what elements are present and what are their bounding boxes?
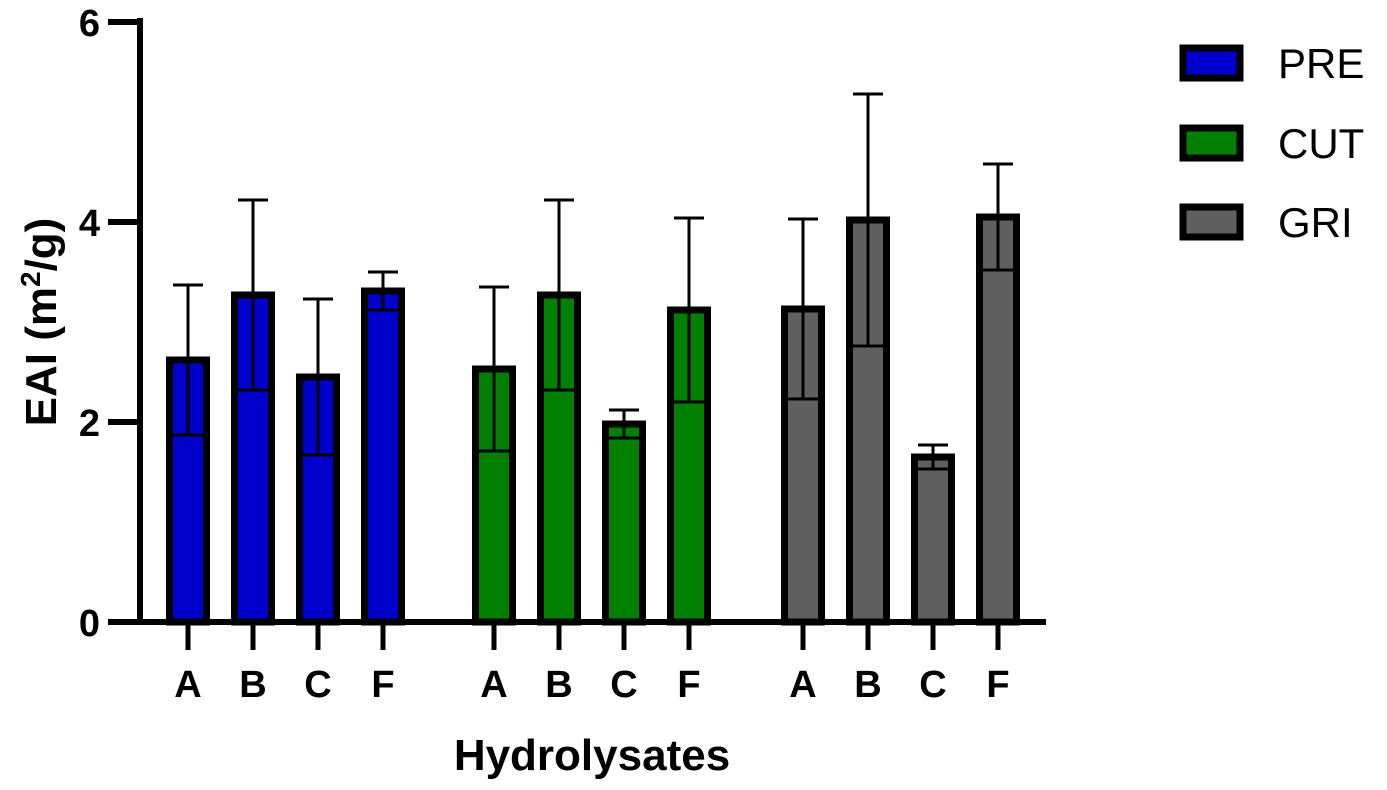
x-label-cut-f: F (677, 664, 700, 706)
bar-gri-c (911, 453, 955, 626)
legend-label-cut: CUT (1278, 120, 1364, 167)
y-tick-label-0: 0 (79, 603, 100, 645)
x-label-cut-b: B (545, 664, 572, 706)
y-tick-label-4: 4 (79, 203, 100, 245)
y-ticks: 0 2 4 6 (79, 3, 140, 645)
legend-swatch-cut (1179, 124, 1244, 162)
x-label-cut-a: A (480, 664, 507, 706)
x-label-gri-c: C (919, 664, 946, 706)
x-label-pre-b: B (239, 664, 266, 706)
legend-label-pre: PRE (1278, 40, 1364, 87)
legend-swatch-gri (1179, 203, 1244, 241)
y-tick-label-2: 2 (79, 403, 100, 445)
x-label-pre-a: A (174, 664, 201, 706)
x-label-gri-a: A (789, 664, 816, 706)
x-label-pre-c: C (304, 664, 331, 706)
y-axis-title: EAI (m2/g) (15, 218, 66, 427)
legend-swatch-pre (1179, 44, 1244, 82)
y-tick-label-6: 6 (79, 3, 100, 45)
y-axis-title-superscript: 2 (15, 271, 46, 287)
x-label-gri-f: F (986, 664, 1009, 706)
x-label-gri-b: B (854, 664, 881, 706)
bar-cut-c (602, 420, 646, 626)
x-label-cut-c: C (610, 664, 637, 706)
bars-layer (166, 92, 1020, 626)
axes-layer (137, 18, 1046, 650)
x-axis-title: Hydrolysates (454, 731, 730, 780)
bar-pre-f (361, 287, 405, 626)
bar-gri-f (976, 213, 1020, 626)
legend: PRE CUT GRI (1179, 40, 1364, 246)
x-label-pre-f: F (371, 664, 394, 706)
legend-label-gri: GRI (1278, 199, 1353, 246)
y-axis-title-tail: /g) (17, 218, 66, 272)
y-axis-title-main: EAI (m (17, 287, 66, 426)
